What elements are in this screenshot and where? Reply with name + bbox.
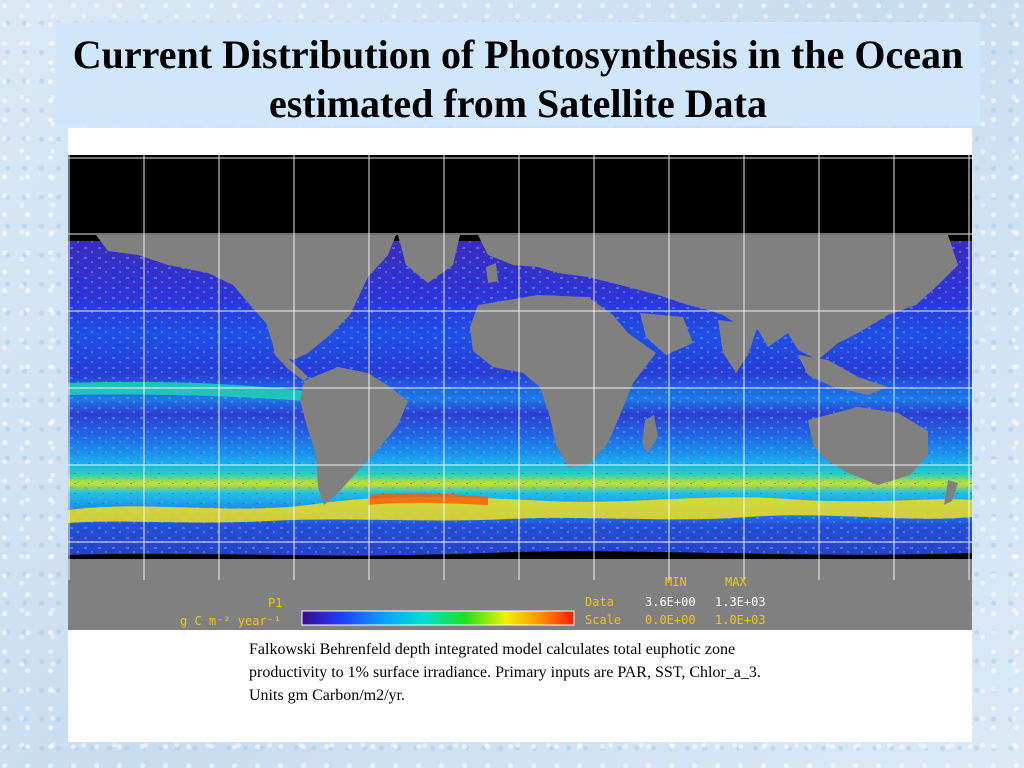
stats-min-header: MIN (665, 575, 687, 589)
equatorial-band (68, 381, 308, 401)
slide-title: Current Distribution of Photosynthesis i… (72, 32, 964, 126)
stats-data-label: Data (585, 595, 614, 609)
panel-label: P1 (268, 596, 282, 610)
stats-data-min: 3.6E+00 (645, 595, 696, 609)
graticule (68, 155, 972, 580)
units-label: g C m⁻² year⁻¹ (180, 614, 281, 628)
title-box: Current Distribution of Photosynthesis i… (56, 22, 980, 126)
stats-data-max: 1.3E+03 (715, 595, 766, 609)
arctic-no-data (68, 155, 972, 241)
stats-scale-label: Scale (585, 613, 621, 627)
colorbar (301, 610, 575, 626)
southern-ocean-hotspot (368, 492, 488, 505)
world-map-svg: P1 g C m⁻² year⁻¹ MIN MAX Data 3.6E+00 1… (68, 155, 972, 630)
stats-scale-min: 0.0E+00 (645, 613, 696, 627)
figure-caption: Falkowski Behrenfeld depth integrated mo… (249, 641, 761, 704)
productivity-map: P1 g C m⁻² year⁻¹ MIN MAX Data 3.6E+00 1… (68, 155, 972, 630)
stats-scale-max: 1.0E+03 (715, 613, 766, 627)
stats-max-header: MAX (725, 575, 747, 589)
